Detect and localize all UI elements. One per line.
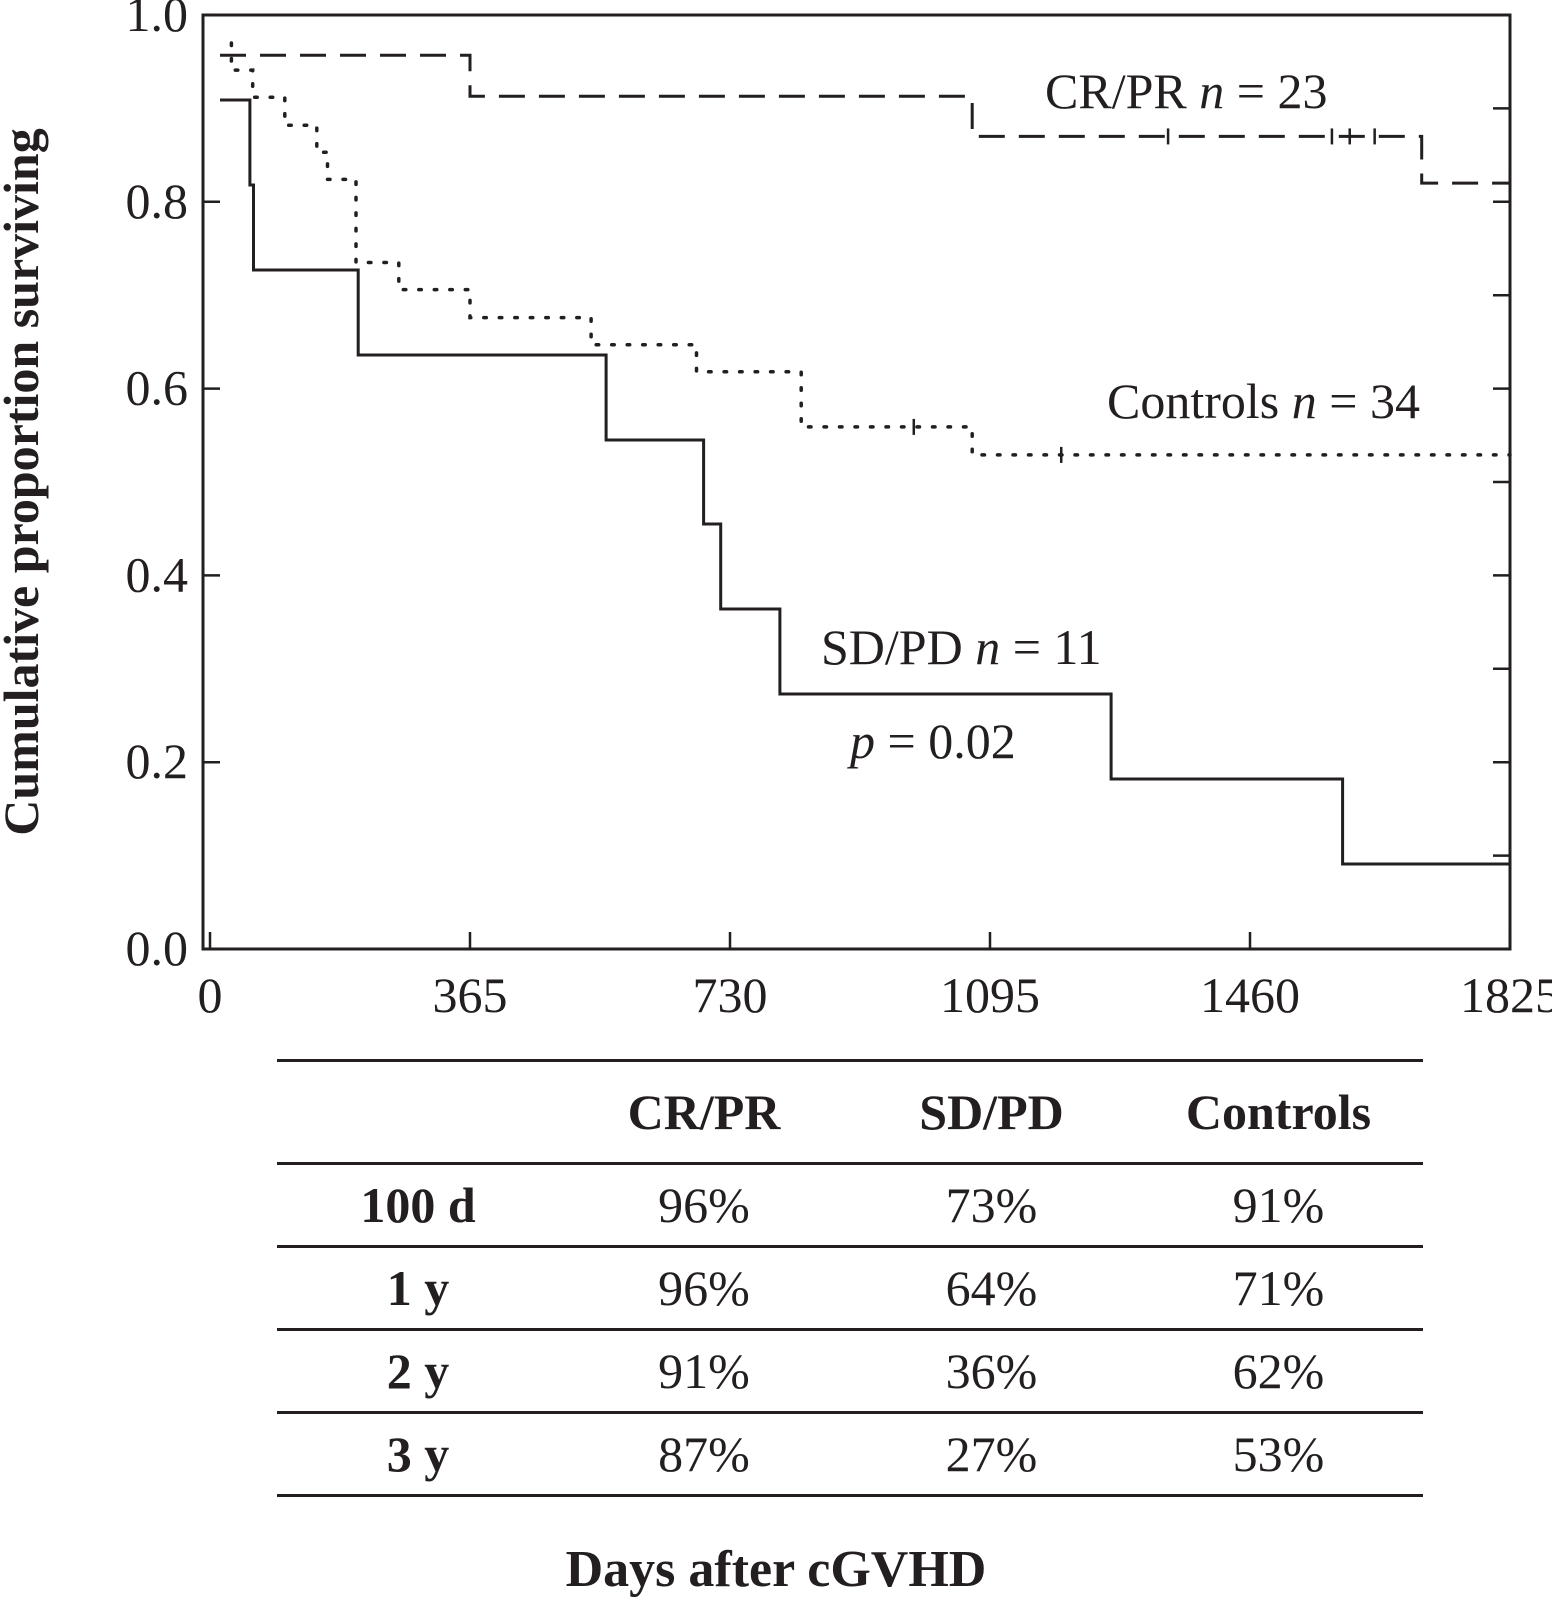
y-tick-label: 0.0 bbox=[126, 920, 189, 976]
table-cell: 53% bbox=[1134, 1413, 1423, 1496]
table-row: 100 d 96% 73% 91% bbox=[277, 1164, 1423, 1247]
table-cell: 62% bbox=[1134, 1330, 1423, 1413]
x-tick-label: 1460 bbox=[1200, 967, 1300, 1023]
y-tick-label: 0.2 bbox=[126, 733, 189, 789]
row-label: 1 y bbox=[277, 1247, 559, 1330]
x-axis-title: Days after cGVHD bbox=[0, 1540, 1552, 1599]
table-header-cell: Controls bbox=[1134, 1061, 1423, 1164]
table-cell: 87% bbox=[559, 1413, 849, 1496]
table-cell: 73% bbox=[849, 1164, 1134, 1247]
row-label: 2 y bbox=[277, 1330, 559, 1413]
table-cell: 64% bbox=[849, 1247, 1134, 1330]
plot-frame bbox=[203, 15, 1510, 949]
x-tick-label: 365 bbox=[433, 967, 508, 1023]
row-label: 100 d bbox=[277, 1164, 559, 1247]
table-cell: 36% bbox=[849, 1330, 1134, 1413]
y-tick-label: 1.0 bbox=[126, 0, 189, 42]
table-row: 3 y 87% 27% 53% bbox=[277, 1413, 1423, 1496]
row-label: 3 y bbox=[277, 1413, 559, 1496]
y-axis-title: Cumulative proportion surviving bbox=[0, 128, 49, 836]
table-header-row: CR/PR SD/PD Controls bbox=[277, 1061, 1423, 1164]
survival-table: CR/PR SD/PD Controls 100 d 96% 73% 91% 1… bbox=[277, 1059, 1423, 1497]
y-tick-label: 0.6 bbox=[126, 360, 189, 416]
annotation-p-value: p = 0.02 bbox=[847, 713, 1016, 769]
annotation-controls: Controls n = 34 bbox=[1107, 373, 1420, 429]
y-tick-label: 0.8 bbox=[126, 173, 189, 229]
x-tick-label: 1095 bbox=[940, 967, 1040, 1023]
axis-ticks bbox=[203, 15, 1510, 949]
x-tick-label: 0 bbox=[198, 967, 223, 1023]
table-row: 1 y 96% 64% 71% bbox=[277, 1247, 1423, 1330]
y-tick-labels: 0.0 0.2 0.4 0.6 0.8 1.0 bbox=[126, 0, 189, 976]
annotation-crpr: CR/PR n = 23 bbox=[1045, 63, 1327, 119]
y-tick-label: 0.4 bbox=[126, 546, 189, 602]
x-tick-label: 1825 bbox=[1460, 967, 1552, 1023]
table-cell: 27% bbox=[849, 1413, 1134, 1496]
table-header-cell bbox=[277, 1061, 559, 1164]
table-cell: 96% bbox=[559, 1247, 849, 1330]
table-row: 2 y 91% 36% 62% bbox=[277, 1330, 1423, 1413]
table-header-cell: CR/PR bbox=[559, 1061, 849, 1164]
table-cell: 91% bbox=[1134, 1164, 1423, 1247]
table-cell: 96% bbox=[559, 1164, 849, 1247]
x-tick-label: 730 bbox=[693, 967, 768, 1023]
table-header-cell: SD/PD bbox=[849, 1061, 1134, 1164]
x-tick-labels: 0 365 730 1095 1460 1825 bbox=[198, 967, 1552, 1023]
survival-chart: 0.0 0.2 0.4 0.6 0.8 1.0 0 365 730 1095 1460 1825 C… bbox=[0, 0, 1552, 1040]
table-cell: 71% bbox=[1134, 1247, 1423, 1330]
annotation-sdpd: SD/PD n = 11 bbox=[821, 619, 1102, 675]
table-cell: 91% bbox=[559, 1330, 849, 1413]
